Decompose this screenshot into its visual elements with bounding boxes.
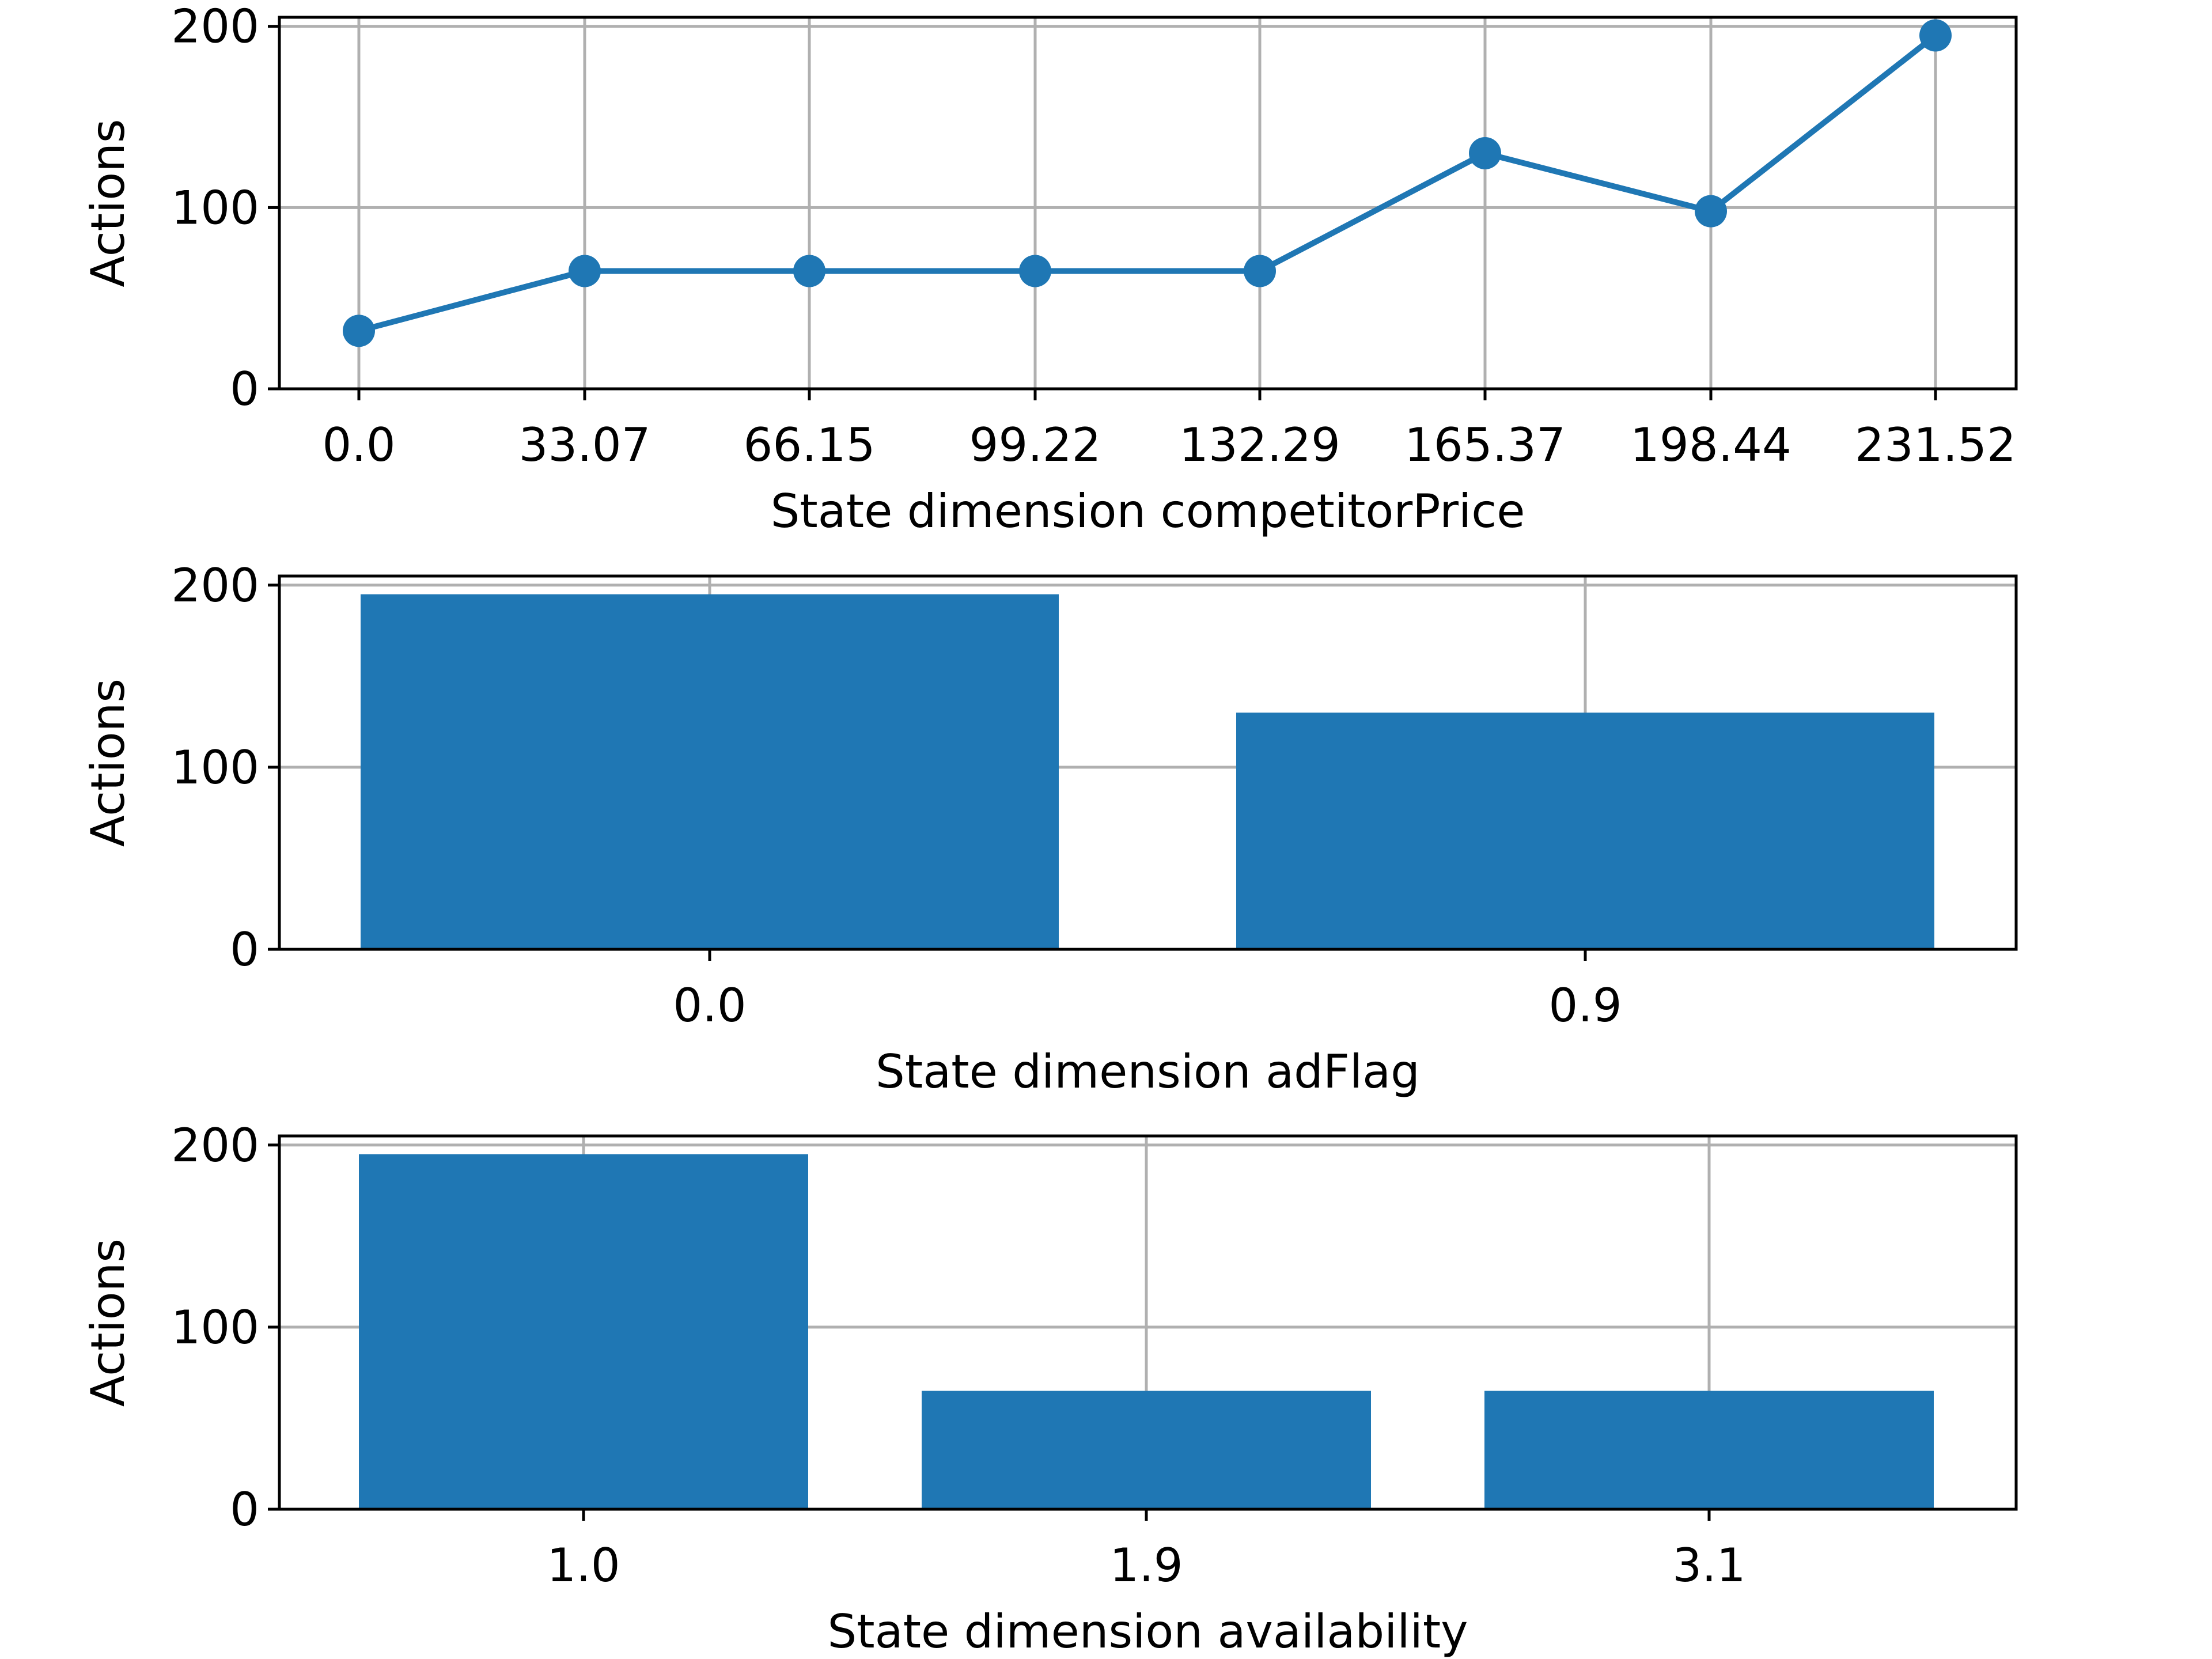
x-tick-label: 99.22 [969, 418, 1101, 472]
y-tick-label: 200 [171, 1119, 259, 1172]
x-tick-label: 165.37 [1404, 418, 1566, 472]
bar-0.9 [1236, 713, 1934, 949]
x-tick-label: 0.0 [673, 979, 746, 1032]
data-point-132.29 [1244, 255, 1276, 287]
x-tick-label: 132.29 [1179, 418, 1340, 472]
data-point-0.0 [343, 315, 375, 347]
y-tick-label: 100 [171, 181, 259, 234]
bar-0.0 [361, 594, 1059, 949]
x-tick-label: 231.52 [1855, 418, 2016, 472]
data-point-198.44 [1695, 195, 1727, 228]
bar-1.9 [922, 1391, 1371, 1509]
data-point-231.52 [1919, 19, 1952, 52]
data-point-33.07 [569, 255, 601, 287]
x-tick-label: 0.9 [1548, 979, 1622, 1032]
chart-3: 0 100 200 1.0 1.9 3.1 State dimension availabi… [81, 1119, 2018, 1658]
x-tick-label: 198.44 [1630, 418, 1791, 472]
y-tick-label: 100 [171, 1301, 259, 1354]
axes-frame [278, 16, 2018, 391]
x-tick-label: 3.1 [1672, 1539, 1745, 1592]
x-tick-label: 1.0 [547, 1539, 620, 1592]
chart-1: 0 100 200 0.0 33.07 66.15 99.22 132.29 165.37 198… [81, 0, 2018, 538]
bar-3.1 [1484, 1391, 1934, 1509]
axes-frame [278, 574, 2018, 951]
series-line [358, 33, 1938, 334]
y-axis-label: Actions [81, 679, 135, 847]
y-tick-label: 0 [230, 1483, 259, 1536]
chart-2: 0 100 200 0.0 0.9 State dimension adFlag Actio… [81, 559, 2018, 1099]
y-tick-label: 200 [171, 0, 259, 54]
y-tick-label: 100 [171, 741, 259, 794]
data-point-99.22 [1019, 255, 1051, 287]
data-point-66.15 [793, 255, 825, 287]
x-axis-label: State dimension adFlag [876, 1045, 1420, 1099]
x-tick-label: 1.9 [1109, 1539, 1183, 1592]
y-tick-label: 200 [171, 559, 259, 612]
x-axis-label: State dimension availability [827, 1605, 1468, 1658]
y-axis-label: Actions [81, 1238, 135, 1407]
y-tick-label: 0 [230, 923, 259, 976]
y-axis-label: Actions [81, 119, 135, 287]
x-axis-label: State dimension competitorPrice [771, 484, 1525, 538]
bar-1.0 [359, 1154, 808, 1509]
y-tick-label: 0 [230, 362, 259, 416]
x-tick-label: 66.15 [743, 418, 875, 472]
x-tick-label: 0.0 [322, 418, 395, 472]
data-point-165.37 [1469, 137, 1501, 169]
x-tick-label: 33.07 [518, 418, 650, 472]
